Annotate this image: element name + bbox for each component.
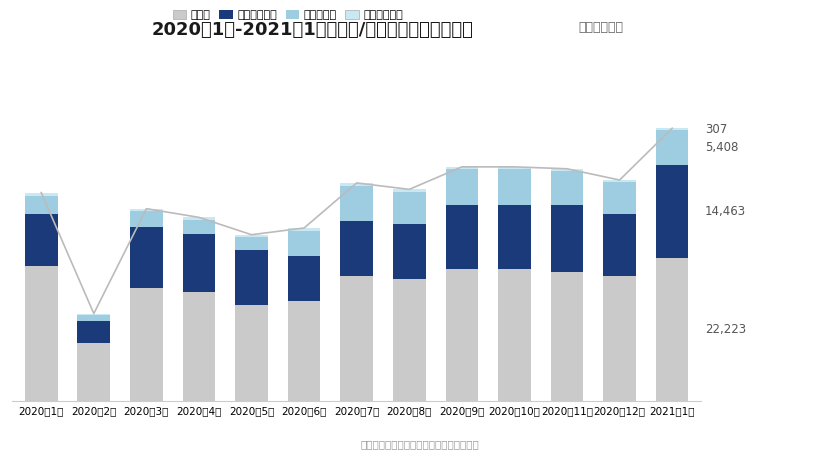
Bar bbox=[445, 205, 477, 269]
Bar bbox=[78, 343, 110, 401]
Bar bbox=[183, 217, 215, 219]
Bar bbox=[130, 211, 162, 227]
Bar bbox=[550, 171, 582, 205]
Bar bbox=[497, 269, 530, 401]
Bar bbox=[287, 256, 320, 301]
Bar bbox=[340, 183, 373, 185]
Bar bbox=[287, 230, 320, 256]
Bar bbox=[445, 269, 477, 401]
Bar bbox=[655, 128, 688, 130]
Text: 5,408: 5,408 bbox=[704, 141, 737, 154]
Text: （单位：辆）: （单位：辆） bbox=[577, 21, 622, 34]
Bar bbox=[130, 209, 162, 211]
Legend: 燃油车, 纯电动乘用车, 插混乘用车, 新能源商用车: 燃油车, 纯电动乘用车, 插混乘用车, 新能源商用车 bbox=[168, 5, 407, 24]
Bar bbox=[550, 169, 582, 171]
Bar bbox=[550, 272, 582, 401]
Bar bbox=[25, 214, 57, 266]
Bar bbox=[25, 193, 57, 196]
Bar bbox=[603, 214, 635, 276]
Bar bbox=[603, 182, 635, 214]
Bar bbox=[235, 237, 268, 250]
Text: 307: 307 bbox=[704, 123, 726, 136]
Bar bbox=[497, 167, 530, 170]
Bar bbox=[78, 313, 110, 315]
Bar bbox=[287, 228, 320, 230]
Bar bbox=[78, 321, 110, 343]
Bar bbox=[392, 192, 425, 224]
Bar bbox=[392, 224, 425, 279]
Bar bbox=[25, 266, 57, 401]
Text: 14,463: 14,463 bbox=[704, 205, 745, 218]
Bar bbox=[655, 258, 688, 401]
Text: 2020年1月-2021年1月新能源/燃油车销量占比走势图: 2020年1月-2021年1月新能源/燃油车销量占比走势图 bbox=[152, 21, 473, 39]
Bar bbox=[340, 185, 373, 221]
Bar bbox=[183, 234, 215, 292]
Bar bbox=[130, 289, 162, 401]
Bar bbox=[78, 315, 110, 321]
Bar bbox=[392, 189, 425, 192]
Text: 22,223: 22,223 bbox=[704, 323, 745, 336]
Bar bbox=[235, 250, 268, 305]
Bar bbox=[497, 169, 530, 205]
Bar bbox=[445, 167, 477, 170]
Bar bbox=[655, 130, 688, 165]
Bar bbox=[655, 165, 688, 258]
Bar bbox=[235, 305, 268, 401]
Bar bbox=[603, 180, 635, 182]
Bar bbox=[340, 276, 373, 401]
Bar bbox=[130, 227, 162, 289]
Bar bbox=[340, 221, 373, 276]
Text: 数据来源：比亚迪企业公告；盖世汽车整理: 数据来源：比亚迪企业公告；盖世汽车整理 bbox=[360, 439, 479, 449]
Bar bbox=[287, 301, 320, 401]
Bar bbox=[183, 292, 215, 401]
Bar bbox=[603, 276, 635, 401]
Bar bbox=[445, 169, 477, 205]
Bar bbox=[550, 205, 582, 272]
Bar bbox=[392, 279, 425, 401]
Bar bbox=[183, 219, 215, 234]
Bar bbox=[497, 205, 530, 269]
Bar bbox=[235, 235, 268, 237]
Bar bbox=[25, 196, 57, 214]
